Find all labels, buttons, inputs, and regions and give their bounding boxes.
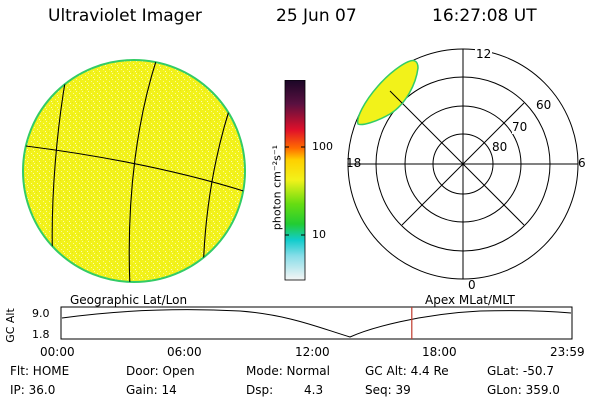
- status-mode: Mode: Normal: [246, 364, 330, 378]
- mlt-label-12: 12: [475, 47, 493, 61]
- mlat-label-80: 80: [492, 140, 508, 154]
- colorbar-tick-10: 10: [312, 228, 326, 241]
- altitude-curve: [61, 309, 572, 338]
- status-door: Door: Open: [126, 364, 195, 378]
- colorbar-unit-label: photon cm⁻²s⁻¹: [270, 144, 284, 231]
- geographic-disk-image: [22, 59, 246, 283]
- status-seq: Seq: 39: [365, 383, 411, 397]
- status-dsp-value: 4.3: [304, 383, 324, 397]
- altitude-tick-top: 9.0: [32, 307, 50, 320]
- image-time: 16:27:08 UT: [432, 6, 537, 26]
- altitude-tick-bottom: 1.8: [32, 328, 50, 341]
- colorbar: [284, 80, 306, 281]
- status-glon: GLon: 359.0: [487, 383, 560, 397]
- mlat-label-70: 70: [512, 120, 528, 134]
- status-gc-alt: GC Alt: 4.4 Re: [365, 364, 449, 378]
- status-dsp-label: Dsp:: [246, 383, 274, 397]
- status-gain: Gain: 14: [126, 383, 177, 397]
- image-date: 25 Jun 07: [276, 6, 357, 26]
- status-ip: IP: 36.0: [10, 383, 56, 397]
- time-tick-2: 12:00: [295, 345, 330, 359]
- altitude-plot: [60, 306, 573, 340]
- mlat-label-60: 60: [536, 98, 552, 112]
- status-flight: Flt: HOME: [10, 364, 70, 378]
- status-glat: GLat: -50.7: [487, 364, 554, 378]
- time-tick-4: 23:59: [550, 345, 585, 359]
- altitude-axis-title: GC Alt: [3, 308, 17, 343]
- polar-mlat-mlt-plot: [347, 48, 579, 280]
- app-title: Ultraviolet Imager: [48, 6, 202, 26]
- time-tick-1: 06:00: [167, 345, 202, 359]
- apex-coord-label: Apex MLat/MLT: [425, 293, 515, 307]
- mlt-label-6: 6: [578, 156, 586, 170]
- mlt-label-0: 0: [468, 278, 476, 292]
- time-tick-3: 18:00: [422, 345, 457, 359]
- polar-image-patch: [356, 59, 419, 126]
- time-tick-0: 00:00: [40, 345, 75, 359]
- mlt-label-18: 18: [346, 156, 362, 170]
- colorbar-tick-100: 100: [312, 140, 333, 153]
- geo-coord-label: Geographic Lat/Lon: [70, 293, 188, 307]
